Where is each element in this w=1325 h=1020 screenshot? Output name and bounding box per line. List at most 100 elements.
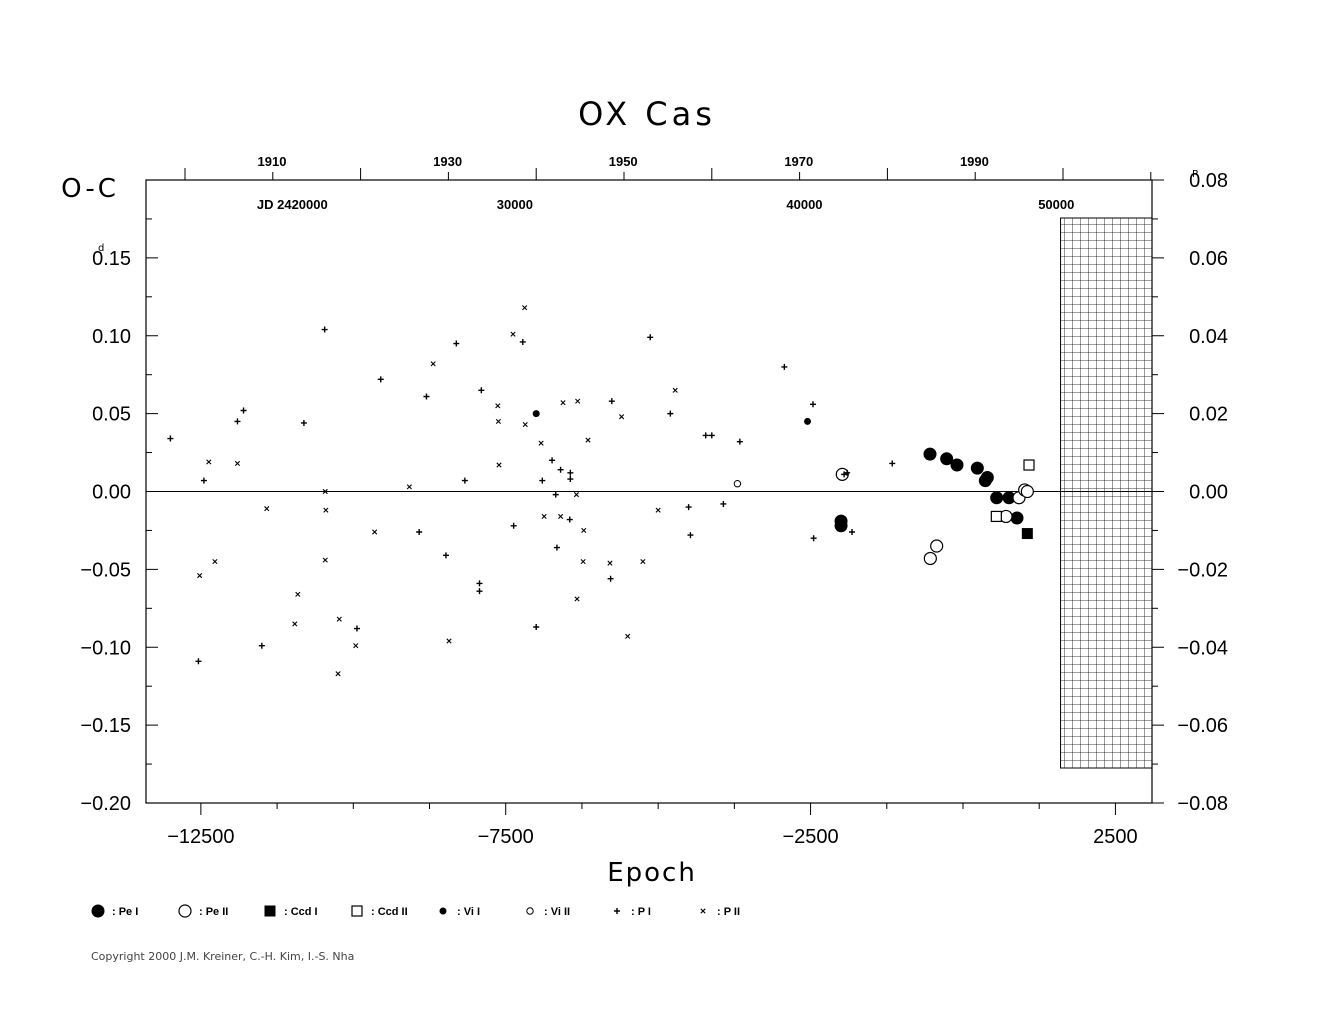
- legend-label: : P II: [717, 906, 740, 918]
- data-point: [607, 560, 613, 566]
- data-point: [442, 552, 449, 559]
- data-point: [580, 558, 586, 565]
- data-point: [167, 435, 174, 442]
- y2-tick-label: 0.00: [1189, 482, 1228, 504]
- series-ccd-ii: [990, 459, 1035, 523]
- legend-item: : P II: [700, 906, 740, 918]
- year-label: 1930: [433, 154, 462, 169]
- data-point: [258, 642, 265, 649]
- y2-tick-label: 0.08: [1189, 170, 1228, 192]
- data-point: [532, 410, 540, 418]
- y2-tick-label: 0.04: [1189, 326, 1228, 348]
- data-point: [552, 491, 559, 498]
- data-point: [990, 491, 1004, 505]
- data-point: [335, 671, 341, 677]
- y-axis-ticks-right: −0.08 −0.06 −0.04 −0.02 0.00 0.02 0.04 0.06 0.08: [1152, 170, 1228, 815]
- data-point: [990, 510, 1002, 523]
- series-p-ii: [197, 305, 678, 677]
- data-point: [453, 340, 460, 347]
- data-point: [1010, 511, 1024, 525]
- data-point: [519, 338, 526, 345]
- data-point: [567, 476, 574, 483]
- data-point: [353, 625, 360, 632]
- data-point: [781, 363, 788, 370]
- data-point: [1023, 459, 1035, 471]
- y2-tick-label: 0.06: [1189, 248, 1228, 270]
- legend-marker: [439, 907, 447, 915]
- data-point: [950, 458, 964, 472]
- legend-marker: [178, 904, 192, 918]
- data-point: [200, 477, 207, 484]
- data-point: [353, 643, 359, 649]
- data-point: [495, 418, 501, 425]
- y-tick-label: 0.15: [92, 248, 131, 270]
- y2-tick-label: 0.02: [1189, 404, 1228, 426]
- year-label: 1970: [784, 154, 813, 169]
- data-point: [377, 376, 384, 383]
- data-point: [702, 432, 709, 439]
- data-point: [720, 500, 727, 507]
- hatched-region: [1060, 217, 1153, 769]
- series-ccd-i: [1021, 528, 1033, 540]
- series-pe-i: [834, 447, 1024, 533]
- data-point: [478, 387, 485, 394]
- data-point: [733, 480, 742, 488]
- data-point: [557, 466, 564, 473]
- legend-item: : Ccd II: [351, 905, 408, 918]
- data-point: [446, 638, 452, 644]
- data-point: [322, 557, 328, 563]
- data-point: [321, 326, 328, 333]
- data-point: [323, 507, 329, 513]
- y-axis-ticks-left: −0.20 −0.15 −0.10 −0.05 0.00 0.05 0.10 0.15: [80, 179, 158, 815]
- legend-item: : Ccd I: [264, 905, 318, 918]
- y2-tick-label: −0.08: [1177, 793, 1228, 815]
- data-point: [430, 361, 436, 367]
- data-point: [980, 470, 994, 484]
- data-point: [195, 658, 202, 665]
- legend-item: : Vi II: [526, 906, 570, 918]
- data-point: [672, 387, 678, 393]
- legend-marker: [700, 908, 706, 914]
- x-axis-ticks: −12500 −7500 −2500 2500: [167, 803, 1138, 848]
- data-point: [581, 527, 587, 534]
- data-point: [736, 438, 743, 445]
- legend-label: : Pe II: [199, 906, 228, 918]
- data-point: [541, 513, 547, 520]
- data-point: [295, 591, 301, 597]
- data-point: [810, 535, 817, 542]
- data-point: [476, 588, 483, 595]
- copyright-notice: Copyright 2000 J.M. Kreiner, C.-H. Kim, …: [91, 950, 355, 963]
- data-point: [930, 539, 944, 553]
- y-tick-label: −0.20: [80, 793, 131, 815]
- legend-marker: [351, 905, 363, 917]
- data-point: [496, 462, 502, 468]
- data-point: [206, 459, 212, 465]
- legend-label: : Vi II: [544, 906, 570, 918]
- legend-marker: [264, 905, 276, 917]
- data-point: [687, 532, 694, 539]
- legend-item: : Pe II: [178, 904, 228, 918]
- data-point: [495, 403, 501, 409]
- data-point: [461, 477, 468, 484]
- x-axis-label: Epoch: [607, 858, 697, 888]
- data-point: [510, 522, 517, 529]
- jd-label: 50000: [1038, 197, 1074, 212]
- data-point: [640, 558, 646, 565]
- legend-label: : Vi I: [457, 906, 480, 918]
- legend-item: : P I: [614, 906, 651, 918]
- data-point: [558, 513, 564, 520]
- data-point: [804, 417, 812, 425]
- chart-title: OX Cas: [578, 95, 716, 133]
- data-point: [940, 452, 954, 466]
- legend-marker: [526, 907, 534, 915]
- data-point: [476, 580, 483, 587]
- data-point: [575, 398, 581, 404]
- data-point: [416, 528, 423, 535]
- series-vi-i: [532, 410, 812, 425]
- data-point: [647, 334, 654, 341]
- top-year-axis: 1910 1930 1950 1970 1990 JD 2420000 30000 40000…: [184, 154, 1152, 212]
- data-point: [240, 407, 247, 414]
- data-point: [608, 398, 615, 405]
- data-point: [510, 331, 516, 337]
- data-point: [810, 401, 817, 408]
